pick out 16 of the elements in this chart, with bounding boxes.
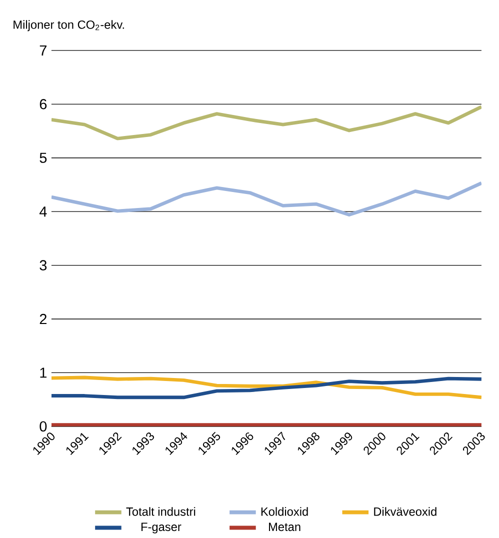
y-axis-title: Miljoner ton CO$_{2}$-ekv. bbox=[14, 20, 124, 32]
legend-label: F-gaser bbox=[142, 522, 182, 534]
y-tick-label: 3 bbox=[40, 260, 47, 270]
line-series bbox=[52, 105, 482, 140]
y-tick-label: 2 bbox=[40, 314, 47, 324]
y-tick-label: 5 bbox=[40, 152, 47, 163]
legend-label: Metan bbox=[269, 522, 300, 532]
legend-label: Koldioxid bbox=[262, 507, 308, 516]
line-series bbox=[52, 181, 482, 217]
legend-label: Dikväveoxid bbox=[374, 507, 437, 516]
legend-label: Totalt industri bbox=[126, 507, 196, 516]
y-tick-label: 0 bbox=[40, 421, 47, 432]
y-tick-label: 4 bbox=[40, 206, 47, 217]
y-tick-label: 7 bbox=[40, 45, 47, 56]
y-tick-label: 1 bbox=[40, 368, 47, 378]
y-tick-label: 6 bbox=[40, 99, 47, 110]
